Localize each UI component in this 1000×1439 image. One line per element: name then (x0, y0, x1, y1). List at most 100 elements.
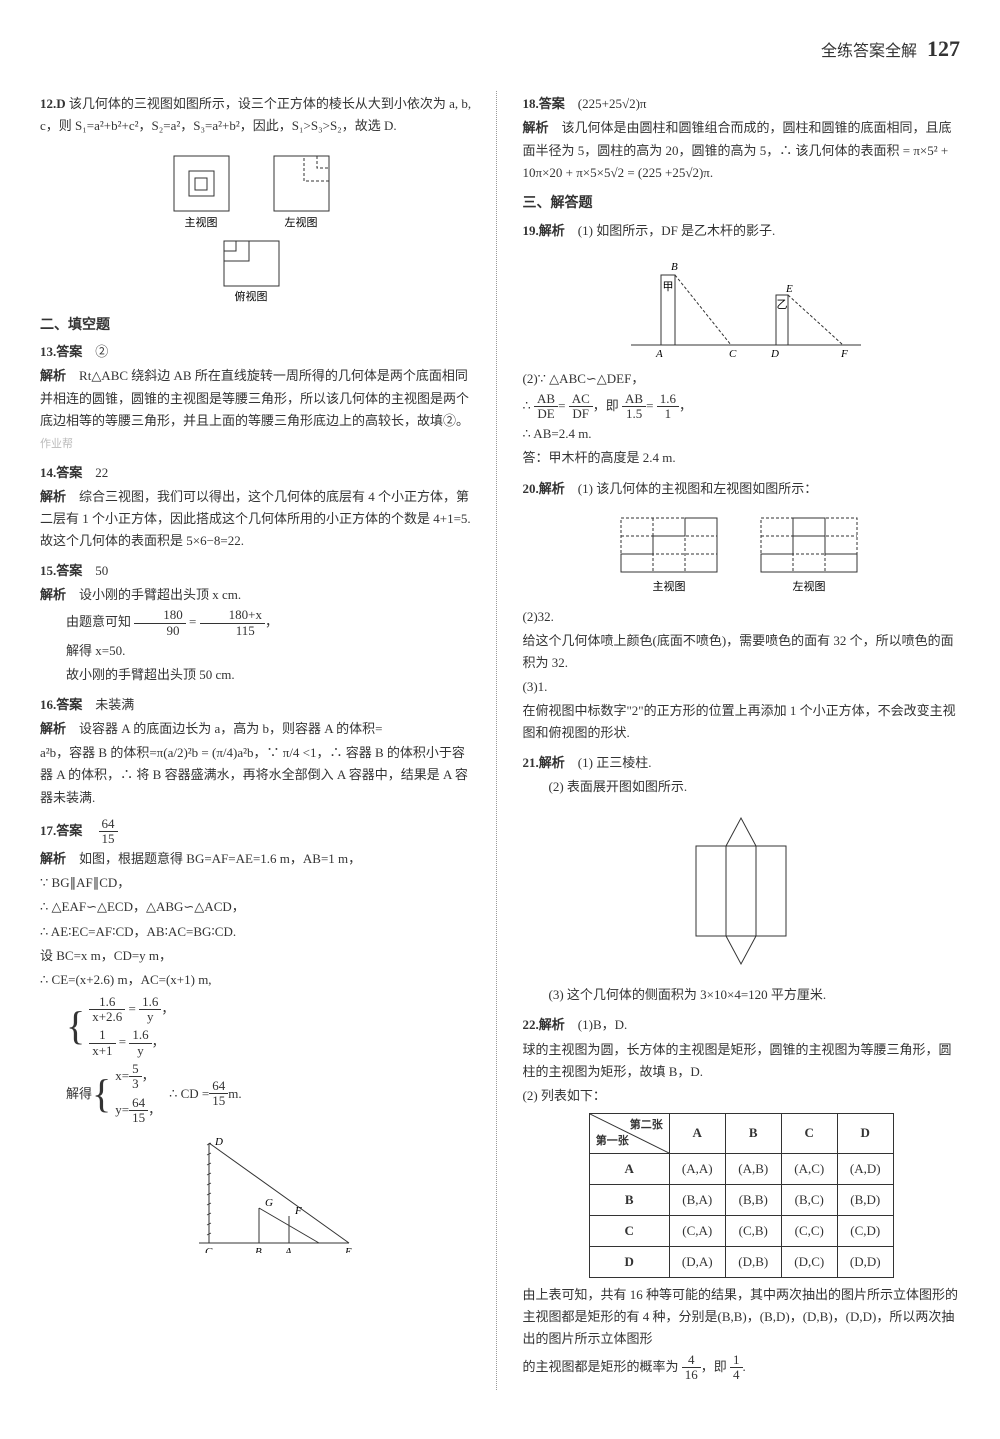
page-header: 全练答案全解 127 (40, 30, 960, 67)
page-number: 127 (927, 36, 960, 61)
q19-p2l4: 答：甲木杆的高度是 2.4 m. (523, 447, 961, 469)
q21-svg (671, 806, 811, 976)
q21-p3: (3) 这个几何体的侧面积为 3×10×4=120 平方厘米. (523, 984, 961, 1006)
svg-text:C: C (205, 1246, 213, 1253)
q17-solution: 解得 { x=53， y=6415， ∴ CD = 6415 m. (66, 1062, 478, 1125)
section-3-title: 三、解答题 (523, 192, 961, 216)
q16-num: 16. (40, 697, 56, 712)
q12-svg: 主视图 左视图 俯视图 (159, 146, 359, 306)
two-column-layout: 12.D 该几何体的三视图如图所示，设三个正方体的棱长从大到小依次为 a, b,… (40, 91, 960, 1390)
left-label: 左视图 (284, 215, 317, 229)
q22-p2b: 由上表可知，共有 16 种等可能的结果，其中两次抽出的图片所示立体图形的主视图都… (523, 1284, 961, 1350)
q13-jiexi-label: 解析 (40, 368, 66, 383)
q22-p1b: 球的主视图为圆，长方体的主视图是矩形，圆锥的主视图为等腰三角形，圆柱的主视图为矩… (523, 1039, 961, 1083)
q19-p1: (1) 如图所示，DF 是乙木杆的影子. (578, 223, 776, 238)
q20-p3b: 在俯视图中标数字"2"的正方形的位置上再添加 1 个小正方体，不会改变主视图和俯… (523, 700, 961, 744)
col-A: A (669, 1113, 725, 1153)
q21-num: 21. (523, 755, 539, 770)
q22-table: 第二张 第一张 A B C D A (A,A) (A,B) (A,C) (A,D… (589, 1113, 894, 1278)
q20-p3a: (3)1. (523, 676, 961, 698)
q18: 18.答案 (225+25√2)π 解析 该几何体是由圆柱和圆锥组合而成的，圆柱… (523, 93, 961, 183)
q14-jiexi-label: 解析 (40, 489, 66, 504)
q19-p2l1: (2)∵ △ABC∽△DEF， (523, 368, 961, 390)
q20-num: 20. (523, 481, 539, 496)
q16-ans: 未装满 (95, 697, 134, 712)
q19-diagram: 甲 B A C 乙 E D F (523, 250, 961, 360)
q14-num: 14. (40, 465, 56, 480)
q15-ans-label: 答案 (56, 563, 82, 578)
svg-text:A: A (284, 1246, 292, 1253)
q13: 13.答案 ② 解析 Rt△ABC 绕斜边 AB 所在直线旋转一周所得的几何体是… (40, 341, 478, 453)
q17-system: { 1.6x+2.6 = 1.6y， 1x+1 = 1.6y， (66, 995, 478, 1058)
col-C: C (781, 1113, 837, 1153)
watermark-text: 作业帮 (40, 438, 73, 450)
q14-jiexi: 综合三视图，我们可以得出，这个几何体的底层有 4 个小正方体，第二层有 1 个小… (40, 489, 471, 548)
q21-jiexi-label: 解析 (539, 755, 565, 770)
q13-jiexi: Rt△ABC 绕斜边 AB 所在直线旋转一周所得的几何体是两个底面相同并相连的圆… (40, 368, 469, 427)
q21-diagram (523, 806, 961, 976)
col-B: B (725, 1113, 781, 1153)
q17-l0: 如图，根据题意得 BG=AF=AE=1.6 m，AB=1 m， (79, 851, 361, 866)
right-column: 18.答案 (225+25√2)π 解析 该几何体是由圆柱和圆锥组合而成的，圆柱… (517, 91, 961, 1390)
svg-text:D: D (214, 1136, 223, 1148)
table-row: B (B,A) (B,B) (B,C) (B,D) (589, 1184, 893, 1215)
q14: 14.答案 22 解析 综合三视图，我们可以得出，这个几何体的底层有 4 个小正… (40, 462, 478, 552)
header-title: 全练答案全解 (821, 43, 917, 60)
q21-p1: (1) 正三棱柱. (578, 755, 652, 770)
table-row: C (C,A) (C,B) (C,C) (C,D) (589, 1216, 893, 1247)
q12-num: 12.D (40, 96, 66, 111)
q17-jiexi-label: 解析 (40, 851, 66, 866)
q17-diagram: D G F C B A E (40, 1133, 478, 1253)
q13-ans: ② (95, 344, 108, 359)
svg-text:E: E (785, 283, 793, 295)
q17-num: 17. (40, 822, 56, 837)
q20-jiexi-label: 解析 (539, 481, 565, 496)
table-row: D (D,A) (D,B) (D,C) (D,D) (589, 1247, 893, 1278)
svg-text:主视图: 主视图 (653, 579, 686, 593)
q19-p2l2: ∴ ABDE= ACDF，即 AB1.5= 1.61， (523, 392, 961, 422)
svg-text:D: D (770, 348, 779, 360)
q22-jiexi-label: 解析 (539, 1017, 565, 1032)
q22-p1a: (1)B，D. (578, 1017, 627, 1032)
q15-num: 15. (40, 563, 56, 578)
q19-svg: 甲 B A C 乙 E D F (611, 250, 871, 360)
q19-p2l3: ∴ AB=2.4 m. (523, 423, 961, 445)
q17-ans-frac: 6415 (99, 817, 118, 847)
q18-ans-label: 答案 (539, 96, 565, 111)
svg-text:左视图: 左视图 (793, 579, 826, 593)
q16-j1: 设容器 A 的底面边长为 a，高为 b，则容器 A 的体积= (79, 721, 382, 736)
q22-p2a: (2) 列表如下： (523, 1085, 961, 1107)
q14-ans: 22 (95, 465, 108, 480)
q13-num: 13. (40, 344, 56, 359)
table-row: A (A,A) (A,B) (A,C) (A,D) (589, 1153, 893, 1184)
q12-text: 该几何体的三视图如图所示，设三个正方体的棱长从大到小依次为 a, b, c，则 … (40, 96, 471, 133)
svg-text:B: B (671, 261, 678, 273)
q17: 17.答案 6415 解析 如图，根据题意得 BG=AF=AE=1.6 m，AB… (40, 817, 478, 1254)
q16-ans-label: 答案 (56, 697, 82, 712)
q18-jiexi: 该几何体是由圆柱和圆锥组合而成的，圆柱和圆锥的底面相同，且底面半径为 5，圆柱的… (523, 120, 952, 179)
q14-ans-label: 答案 (56, 465, 82, 480)
q18-num: 18. (523, 96, 539, 111)
q12: 12.D 该几何体的三视图如图所示，设三个正方体的棱长从大到小依次为 a, b,… (40, 93, 478, 305)
q17-l4: 设 BC=x m，CD=y m， (40, 945, 478, 967)
q19-jiexi-label: 解析 (539, 223, 565, 238)
q20-p1: (1) 该几何体的主视图和左视图如图所示： (578, 481, 817, 496)
q20-diagram: 主视图 左视图 (523, 508, 961, 598)
q16-j2: a²b，容器 B 的体积=π(a/2)²b = (π/4)a²b，∵ π/4 <… (40, 742, 478, 808)
q18-ans: (225+25√2)π (578, 96, 647, 111)
q17-ans-label: 答案 (56, 822, 82, 837)
svg-text:C: C (729, 348, 737, 360)
q22-p2c: 的主视图都是矩形的概率为 416，即 14. (523, 1353, 961, 1383)
q16: 16.答案 未装满 解析 设容器 A 的底面边长为 a，高为 b，则容器 A 的… (40, 694, 478, 808)
q15-eq: 由题意可知 18090 = 180+x115， (40, 608, 478, 638)
q22: 22.解析 (1)B，D. 球的主视图为圆，长方体的主视图是矩形，圆锥的主视图为… (523, 1014, 961, 1382)
q19-num: 19. (523, 223, 539, 238)
q15-jiexi1: 设小刚的手臂超出头顶 x cm. (79, 587, 241, 602)
q20: 20.解析 (1) 该几何体的主视图和左视图如图所示： 主视图 (523, 478, 961, 745)
table-diag-header: 第二张 第一张 (589, 1113, 669, 1153)
q20-p2b: 给这个几何体喷上颜色(底面不喷色)，需要喷色的面有 32 个，所以喷色的面积为 … (523, 630, 961, 674)
q21: 21.解析 (1) 正三棱柱. (2) 表面展开图如图所示. (3) 这个几何体… (523, 752, 961, 1006)
svg-text:B: B (255, 1246, 262, 1253)
q15-jiexi4: 故小刚的手臂超出头顶 50 cm. (40, 664, 478, 686)
q12-diagram: 主视图 左视图 俯视图 (40, 146, 478, 306)
